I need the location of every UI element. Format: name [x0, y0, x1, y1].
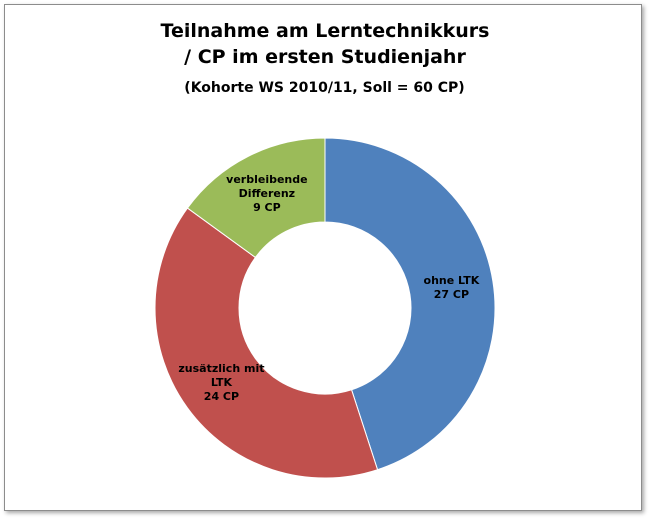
donut-segment	[186, 137, 326, 259]
data-label: zusätzlich mit LTK 24 CP	[166, 362, 276, 404]
category-label: verbleibende Differenz	[226, 172, 308, 200]
chart-title: Teilnahme am Lerntechnikkurs / CP im ers…	[160, 20, 490, 68]
value-label: 9 CP	[253, 200, 281, 214]
donut-segment	[154, 207, 379, 479]
donut-segment	[324, 137, 496, 471]
category-label: zusätzlich mit LTK	[178, 362, 265, 390]
value-label: 27 CP	[433, 287, 470, 301]
value-label: 24 CP	[203, 390, 240, 404]
category-label: ohne LTK	[423, 273, 480, 287]
data-label: verbleibende Differenz 9 CP	[212, 173, 322, 215]
data-label: ohne LTK 27 CP	[396, 274, 506, 302]
chart-subtitle: (Kohorte WS 2010/11, Soll = 60 CP)	[184, 80, 465, 96]
